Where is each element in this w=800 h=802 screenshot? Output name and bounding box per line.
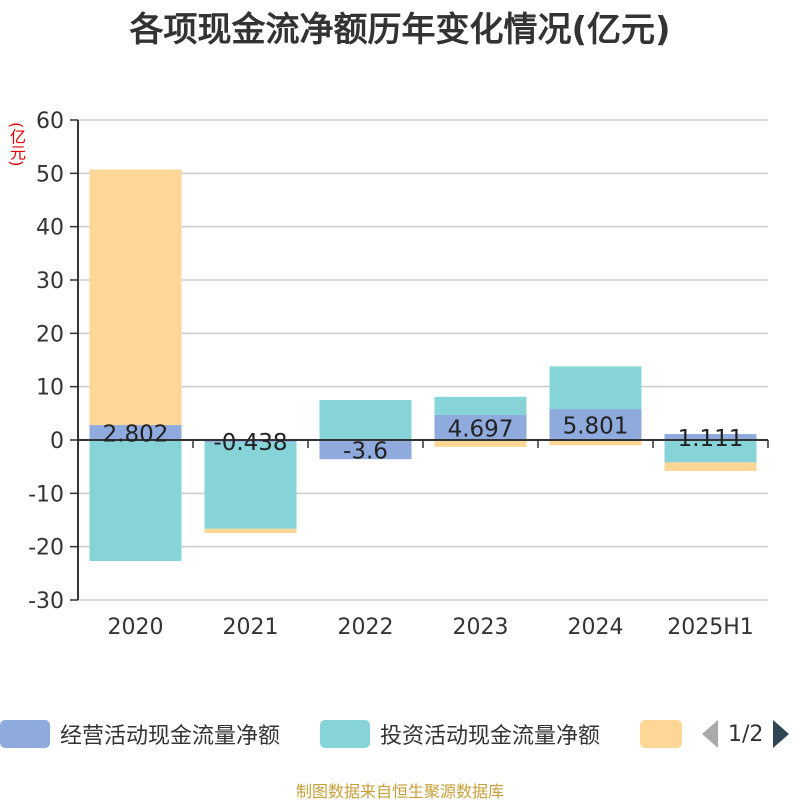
bar-series-2-2025H1[interactable] <box>664 462 757 471</box>
y-tick-label: 50 <box>36 162 64 187</box>
data-labels: 2.802 -0.438 -3.6 4.697 5.801 1.111 <box>103 414 744 465</box>
bars <box>89 169 757 562</box>
y-tick-label: 20 <box>36 322 64 347</box>
bar-series-0-2021[interactable] <box>204 440 297 443</box>
legend-swatch-investing <box>320 720 370 748</box>
axes: 60 50 40 30 20 10 0 -10 -20 -30 2020 2021 2022 2023 20… <box>28 109 769 640</box>
bar-series-1-2023[interactable] <box>434 396 527 415</box>
legend-label-operating: 经营活动现金流量净额 <box>60 724 281 749</box>
legend-page-indicator: 1/2 <box>728 721 764 747</box>
chart-title: 各项现金流净额历年变化情况(亿元) <box>129 10 671 50</box>
data-label-2020: 2.802 <box>103 422 169 448</box>
prev-page-icon[interactable] <box>700 719 720 749</box>
y-tick-label: 10 <box>36 376 64 401</box>
data-label-2021: -0.438 <box>213 430 287 456</box>
bar-series-0-2025H1[interactable] <box>664 434 757 440</box>
legend-item-operating[interactable]: 经营活动现金流量净额 <box>0 716 280 752</box>
bar-series-1-2025H1[interactable] <box>664 440 757 463</box>
bar-series-2-2024[interactable] <box>549 440 642 446</box>
bar-series-0-2023[interactable] <box>434 414 527 440</box>
bar-series-0-2022[interactable] <box>319 440 412 460</box>
legend: 经营活动现金流量净额 投资活动现金流量净额 1/2 <box>0 716 800 752</box>
bar-series-1-2022[interactable] <box>319 400 412 440</box>
y-tick-label: 60 <box>36 109 64 134</box>
legend-item-investing[interactable]: 投资活动现金流量净额 <box>320 716 600 752</box>
y-tick-label: -10 <box>28 482 64 507</box>
y-tick-label: -30 <box>28 589 64 614</box>
legend-swatch-operating <box>0 720 50 748</box>
y-tick-label: 0 <box>50 429 64 454</box>
data-source-footer: 制图数据来自恒生聚源数据库 <box>295 782 504 801</box>
data-label-2023: 4.697 <box>448 416 514 442</box>
y-tick-label: -20 <box>28 536 64 561</box>
legend-item-third[interactable] <box>640 716 682 752</box>
x-tick-label: 2023 <box>453 615 509 640</box>
x-tick-label: 2022 <box>338 615 394 640</box>
x-tick-label: 2025H1 <box>667 615 754 640</box>
bar-series-2-2020[interactable] <box>89 169 182 426</box>
y-tick-label: 30 <box>36 269 64 294</box>
bar-series-1-2020[interactable] <box>89 440 182 562</box>
stacked-bar-chart: 60 50 40 30 20 10 0 -10 -20 -30 2020 2021 2022 2023 20… <box>28 109 769 640</box>
bar-series-0-2020[interactable] <box>89 425 182 440</box>
x-tick-label: 2020 <box>108 615 164 640</box>
x-tick-label: 2021 <box>223 615 279 640</box>
bar-series-0-2024[interactable] <box>549 409 642 440</box>
data-label-2025H1: 1.111 <box>678 426 744 452</box>
data-label-2022: -3.6 <box>343 439 388 465</box>
bar-series-1-2024[interactable] <box>549 366 642 410</box>
bar-series-2-2023[interactable] <box>434 440 527 447</box>
y-axis-unit-label: (亿元) <box>7 122 26 167</box>
y-tick-label: 40 <box>36 216 64 241</box>
data-label-2024: 5.801 <box>563 414 629 440</box>
x-tick-label: 2024 <box>568 615 624 640</box>
legend-pager: 1/2 <box>700 716 791 752</box>
legend-label-investing: 投资活动现金流量净额 <box>380 724 601 749</box>
bar-series-2-2021[interactable] <box>204 528 297 534</box>
legend-swatch-third <box>640 720 682 748</box>
bar-series-1-2021[interactable] <box>204 442 297 529</box>
next-page-icon[interactable] <box>771 719 791 749</box>
